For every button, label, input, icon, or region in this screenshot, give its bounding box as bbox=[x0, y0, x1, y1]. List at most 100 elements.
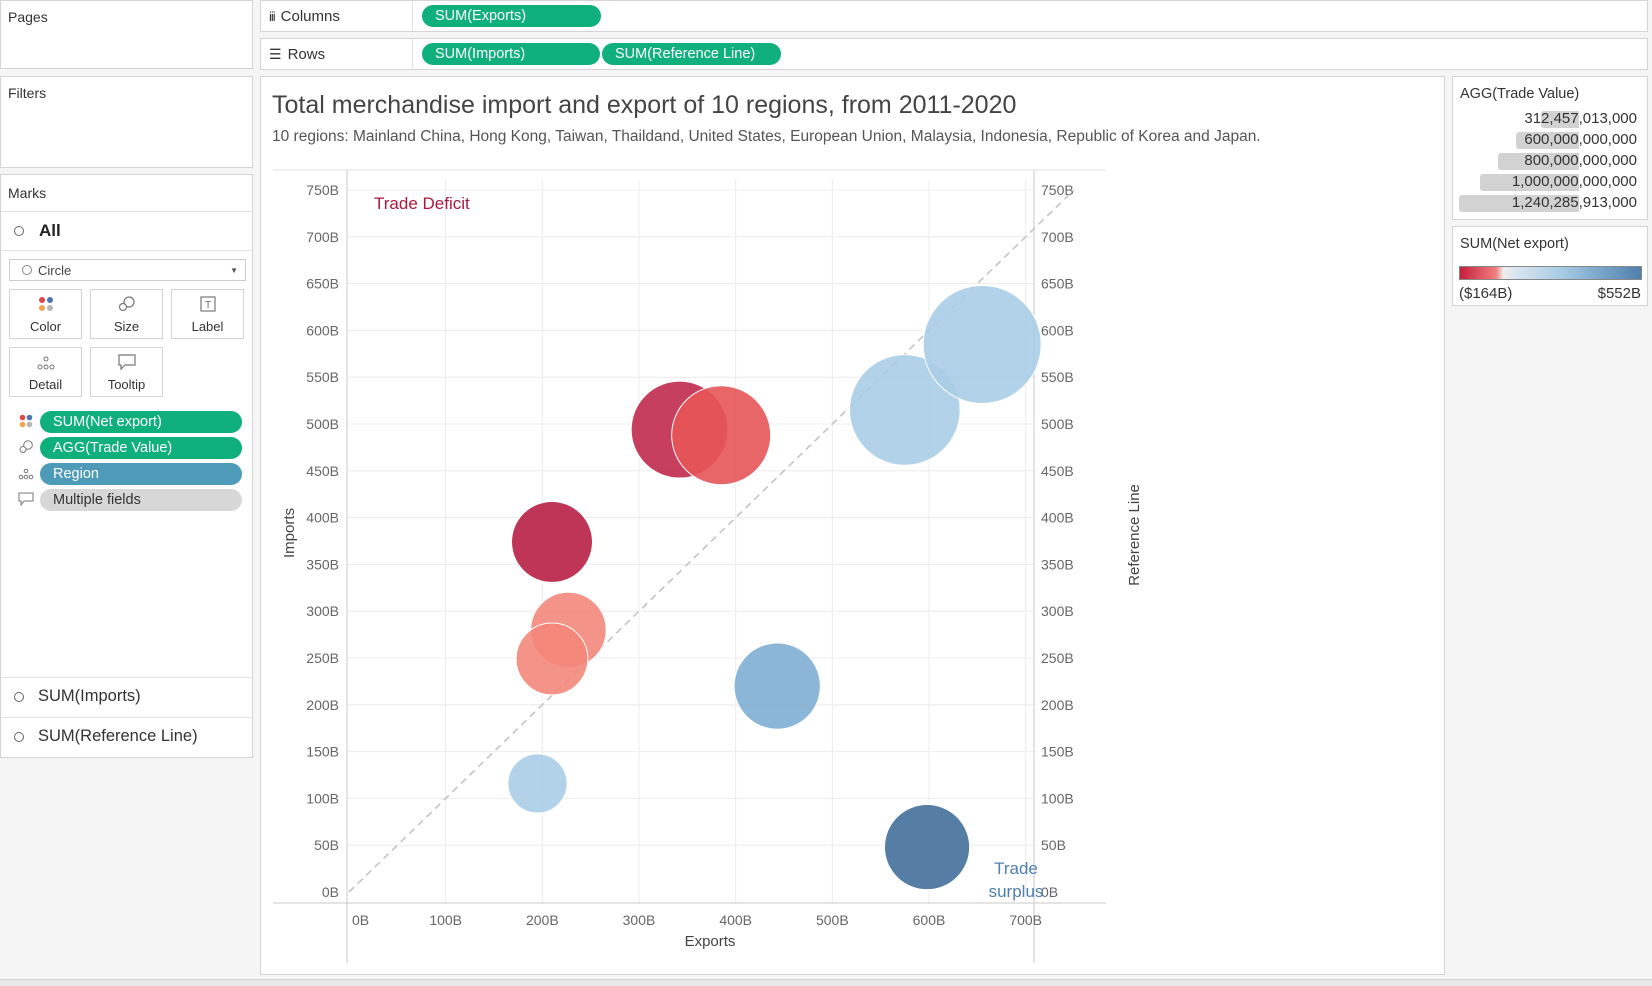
marks-card-reference-line[interactable]: SUM(Reference Line) bbox=[1, 717, 252, 755]
y-tick-label: 450B bbox=[306, 463, 339, 479]
bottom-tab-strip[interactable] bbox=[0, 979, 1652, 986]
rows-icon: ☰ bbox=[269, 45, 282, 62]
all-radio-icon bbox=[14, 226, 24, 236]
view-panel: Total merchandise import and export of 1… bbox=[260, 76, 1445, 975]
color-legend[interactable]: SUM(Net export) ($164B) $552B bbox=[1452, 226, 1648, 306]
y-tick-label: 200B bbox=[306, 697, 339, 713]
y2-tick-label: 50B bbox=[1041, 837, 1066, 853]
marks-field-trade-value[interactable]: AGG(Trade Value) bbox=[40, 437, 242, 459]
detail-field-icon bbox=[18, 467, 34, 485]
tooltip-button-label: Tooltip bbox=[107, 377, 146, 392]
columns-label-text: Columns bbox=[280, 7, 340, 25]
y-tick-label: 700B bbox=[306, 229, 339, 245]
mark-type-dropdown[interactable]: Circle ▼ bbox=[9, 259, 246, 281]
rows-label: ☰ Rows bbox=[261, 39, 413, 69]
trade-surplus-annotation: Trade bbox=[994, 859, 1038, 878]
filters-panel[interactable]: Filters bbox=[0, 76, 253, 168]
bubble-mark[interactable] bbox=[515, 622, 589, 696]
y-tick-label: 300B bbox=[306, 603, 339, 619]
y2-tick-label: 300B bbox=[1041, 603, 1074, 619]
tooltip-icon bbox=[117, 354, 136, 374]
x-tick-label: 0B bbox=[352, 912, 369, 928]
y-axis-title: Imports bbox=[281, 508, 298, 558]
color-button-label: Color bbox=[29, 319, 62, 334]
label-button-label: Label bbox=[191, 319, 224, 334]
detail-icon bbox=[37, 356, 55, 374]
size-legend-entry: 1,000,000,000,000 bbox=[1511, 173, 1637, 190]
rows-pill-reference-line[interactable]: SUM(Reference Line) bbox=[602, 43, 781, 65]
scatter-chart[interactable]: 0B 0B 50B 50B 100B 100B 150B 150B 200B 200B 250B 25… bbox=[261, 77, 1446, 976]
y2-tick-label: 750B bbox=[1041, 182, 1074, 198]
size-legend-entry: 312,457,013,000 bbox=[1524, 110, 1637, 127]
marks-field-net-export[interactable]: SUM(Net export) bbox=[40, 411, 242, 433]
bubble-mark[interactable] bbox=[883, 803, 971, 891]
size-legend-entry: 800,000,000,000 bbox=[1524, 152, 1637, 169]
x-axis-title: Exports bbox=[685, 933, 736, 950]
rows-label-text: Rows bbox=[287, 45, 326, 63]
size-legend-entry: 1,240,285,913,000 bbox=[1511, 194, 1637, 211]
color-button[interactable]: Color bbox=[9, 289, 82, 339]
marks-all-row[interactable]: All bbox=[1, 211, 252, 251]
size-legend-entry: 600,000,000,000 bbox=[1524, 131, 1637, 148]
tooltip-field-icon bbox=[18, 492, 34, 511]
rows-pill-imports[interactable]: SUM(Imports) bbox=[422, 43, 600, 65]
marks-all-label: All bbox=[39, 221, 61, 240]
bubble-mark[interactable] bbox=[922, 284, 1042, 404]
y2-tick-label: 700B bbox=[1041, 229, 1074, 245]
y2-axis-title: Reference Line bbox=[1126, 484, 1143, 586]
y-tick-label: 550B bbox=[306, 369, 339, 385]
view-subtitle: 10 regions: Mainland China, Hong Kong, T… bbox=[272, 128, 1261, 145]
marks-field-multiple[interactable]: Multiple fields bbox=[40, 489, 242, 511]
size-field-icon bbox=[18, 440, 34, 459]
size-button[interactable]: Size bbox=[90, 289, 163, 339]
circle-outline-icon bbox=[22, 265, 32, 275]
rows-shelf[interactable]: ☰ Rows SUM(Imports) SUM(Reference Line) bbox=[260, 38, 1648, 70]
pages-title: Pages bbox=[8, 9, 48, 25]
label-button[interactable]: T Label bbox=[171, 289, 244, 339]
y-tick-label: 400B bbox=[306, 510, 339, 526]
pages-panel[interactable]: Pages bbox=[0, 0, 253, 69]
size-legend-bar bbox=[1480, 174, 1579, 191]
detail-button[interactable]: Detail bbox=[9, 347, 82, 397]
columns-icon: iii bbox=[269, 8, 276, 24]
y2-tick-label: 500B bbox=[1041, 416, 1074, 432]
color-icon bbox=[38, 296, 54, 316]
y-tick-label: 50B bbox=[314, 837, 339, 853]
color-ramp bbox=[1459, 266, 1642, 280]
marks-field-region[interactable]: Region bbox=[40, 463, 242, 485]
marks-title: Marks bbox=[8, 185, 47, 201]
size-button-label: Size bbox=[113, 319, 140, 334]
size-icon bbox=[118, 296, 136, 316]
bubble-mark[interactable] bbox=[671, 385, 772, 486]
y-tick-label: 600B bbox=[306, 322, 339, 338]
size-legend[interactable]: AGG(Trade Value) 312,457,013,000 600,000,… bbox=[1452, 76, 1648, 220]
x-tick-label: 400B bbox=[719, 912, 752, 928]
marks-panel: Marks All Circle ▼ Color Size T Label De… bbox=[0, 174, 253, 758]
y-tick-label: 0B bbox=[322, 884, 339, 900]
y-tick-label: 500B bbox=[306, 416, 339, 432]
y2-tick-label: 450B bbox=[1041, 463, 1074, 479]
bubble-mark[interactable] bbox=[511, 500, 593, 583]
svg-text:T: T bbox=[204, 300, 210, 311]
y-tick-label: 750B bbox=[306, 182, 339, 198]
columns-shelf[interactable]: iii Columns SUM(Exports) bbox=[260, 0, 1648, 32]
color-legend-max: $552B bbox=[1597, 285, 1641, 302]
y2-tick-label: 100B bbox=[1041, 790, 1074, 806]
bubble-mark[interactable] bbox=[733, 642, 821, 730]
x-tick-label: 500B bbox=[816, 912, 849, 928]
columns-label: iii Columns bbox=[261, 1, 413, 31]
y2-tick-label: 550B bbox=[1041, 369, 1074, 385]
marks-card-imports[interactable]: SUM(Imports) bbox=[1, 677, 252, 715]
y2-tick-label: 250B bbox=[1041, 650, 1074, 666]
tooltip-button[interactable]: Tooltip bbox=[90, 347, 163, 397]
y2-tick-label: 650B bbox=[1041, 276, 1074, 292]
columns-pill-exports[interactable]: SUM(Exports) bbox=[422, 5, 601, 27]
text-label-icon: T bbox=[199, 296, 216, 316]
imports-radio-icon bbox=[14, 691, 24, 702]
size-legend-bar bbox=[1515, 132, 1579, 149]
y2-tick-label: 600B bbox=[1041, 322, 1074, 338]
bubble-mark[interactable] bbox=[849, 354, 961, 466]
bubble-mark[interactable] bbox=[507, 753, 568, 814]
x-tick-label: 200B bbox=[526, 912, 559, 928]
size-legend-title: AGG(Trade Value) bbox=[1460, 86, 1580, 102]
